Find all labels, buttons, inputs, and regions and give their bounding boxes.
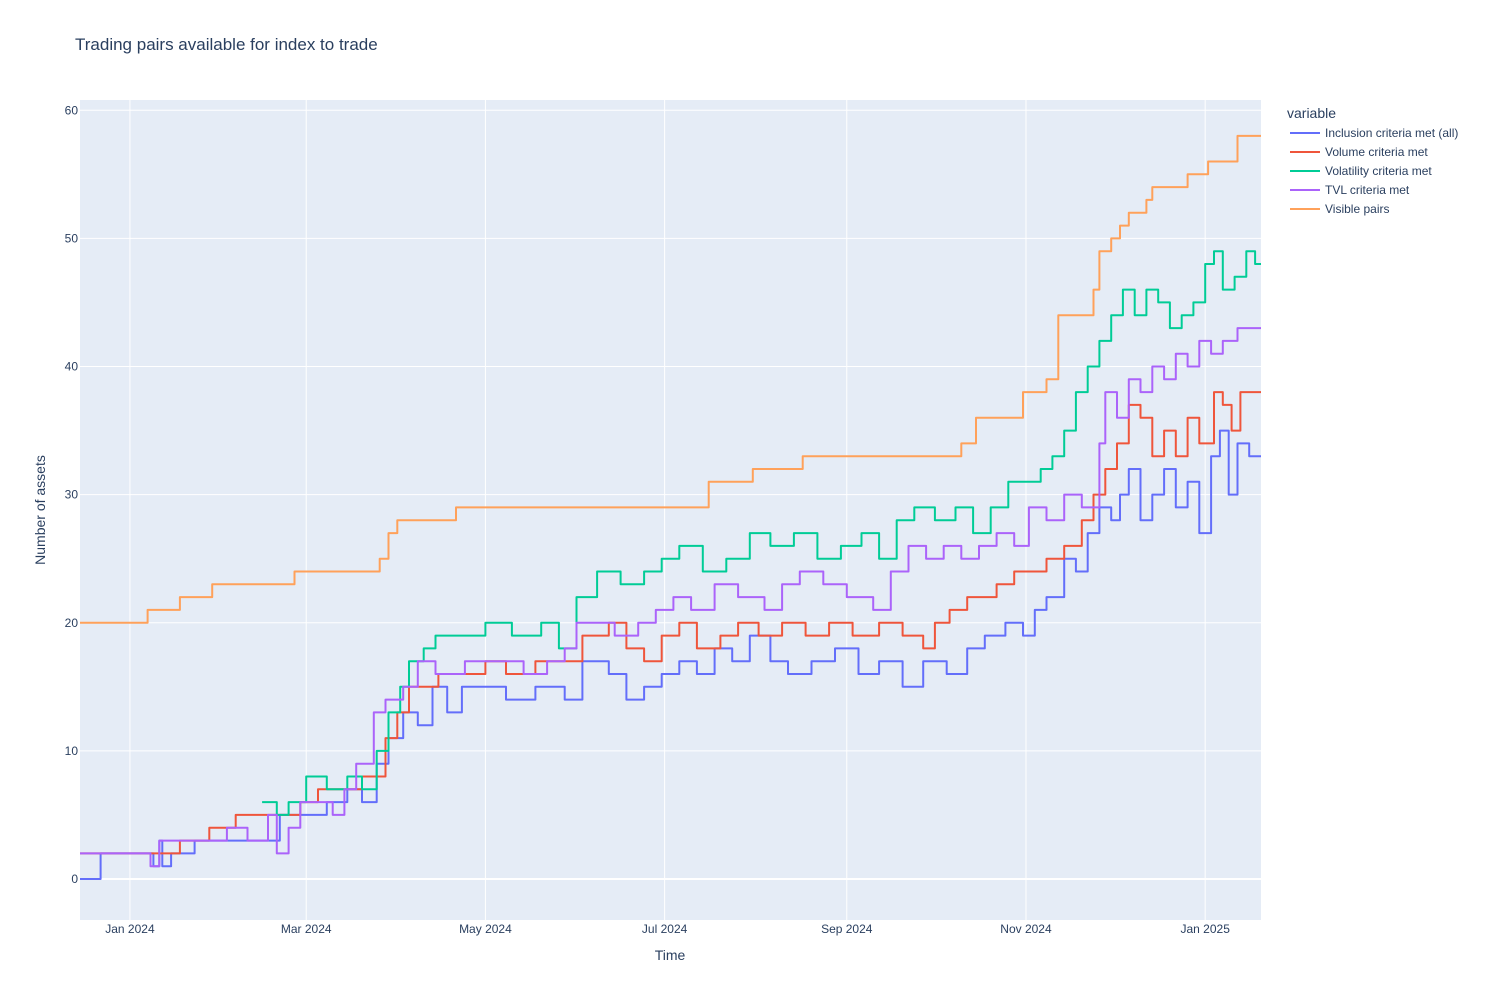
legend-item-label: Volume criteria met xyxy=(1325,145,1428,159)
legend-item-label: Volatility criteria met xyxy=(1325,164,1432,178)
series-line-4 xyxy=(80,327,1261,868)
x-axis-title: Time xyxy=(655,947,686,963)
legend-item-label: TVL criteria met xyxy=(1325,183,1410,197)
legend: variable Inclusion criteria met (all) Vol… xyxy=(1287,105,1458,216)
series-line-1 xyxy=(80,429,1261,880)
x-tick-label: Jan 2025 xyxy=(1180,922,1230,936)
chart-title: Trading pairs available for index to tra… xyxy=(75,35,378,54)
legend-item-label: Inclusion criteria met (all) xyxy=(1325,126,1458,140)
legend-item-label: Visible pairs xyxy=(1325,202,1389,216)
y-tick-label: 10 xyxy=(65,744,79,758)
series-line-5 xyxy=(80,134,1261,624)
series-line-3 xyxy=(262,250,1261,816)
x-tick-label: May 2024 xyxy=(459,922,512,936)
y-tick-label: 30 xyxy=(65,488,79,502)
x-tick-label: Nov 2024 xyxy=(1000,922,1052,936)
plot-area xyxy=(80,100,1261,920)
y-axis-title: Number of assets xyxy=(32,455,48,565)
x-tick-label: Jul 2024 xyxy=(642,922,688,936)
y-tick-label: 50 xyxy=(65,231,79,245)
x-tick-label: Mar 2024 xyxy=(281,922,332,936)
x-tick-label: Jan 2024 xyxy=(105,922,155,936)
grid-lines xyxy=(80,100,1261,920)
x-tick-label: Sep 2024 xyxy=(821,922,873,936)
y-tick-label: 20 xyxy=(65,616,79,630)
y-tick-label: 40 xyxy=(65,360,79,374)
series-line-2 xyxy=(80,391,1261,855)
y-tick-label: 60 xyxy=(65,103,79,117)
y-axis-ticks: 0 10 20 30 40 50 60 xyxy=(65,103,79,886)
legend-title: variable xyxy=(1287,105,1336,121)
y-tick-label: 0 xyxy=(71,872,78,886)
series-lines xyxy=(80,134,1261,880)
x-axis-ticks: Jan 2024 Mar 2024 May 2024 Jul 2024 Sep 2024… xyxy=(105,922,1230,936)
